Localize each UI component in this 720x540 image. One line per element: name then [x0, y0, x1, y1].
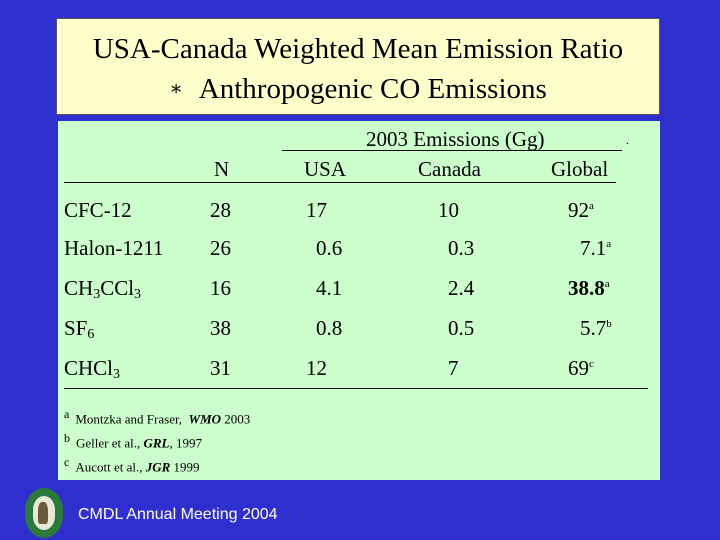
canada-value: 7	[448, 356, 459, 380]
canada-value: 0.5	[448, 316, 475, 340]
global-value: 69c	[568, 356, 594, 380]
column-header-n: N	[214, 157, 230, 181]
page-title: USA-Canada Weighted Mean Emission Ratio	[92, 33, 624, 65]
usa-value: 0.6	[316, 236, 343, 260]
bird-icon	[38, 502, 48, 524]
emissions-table: 2003 Emissions (Gg) . N USA Canada Globa…	[58, 121, 660, 480]
n-value: 28	[210, 198, 231, 222]
header-rule	[64, 182, 616, 183]
compound-name: Halon-1211	[64, 236, 164, 260]
canada-value: 2.4	[448, 276, 475, 300]
compound-name: SF6	[64, 316, 95, 342]
footnote: a Montzka and Fraser, WMO 2003	[64, 407, 251, 427]
tick-mark: .	[626, 133, 629, 147]
global-value: 92a	[568, 198, 594, 222]
subtitle-text: Anthropogenic CO Emissions	[198, 73, 547, 105]
compound-name: CHCl3	[64, 356, 121, 382]
footnote-ref: a	[589, 200, 594, 212]
footnote-ref: a	[604, 278, 610, 290]
n-value: 26	[210, 236, 231, 260]
group-header: 2003 Emissions (Gg)	[366, 127, 545, 151]
n-value: 31	[210, 356, 231, 380]
group-header-rule	[282, 150, 622, 151]
usa-value: 4.1	[316, 276, 343, 300]
usa-value: 17	[306, 198, 327, 222]
bottom-rule	[64, 388, 648, 389]
footnote: b Geller et al., GRL, 1997	[64, 431, 202, 451]
column-header-global: Global	[551, 157, 609, 181]
footnote: c Aucott et al., JGR 1999	[64, 455, 200, 475]
usa-value: 12	[306, 356, 327, 380]
footnote-ref: a	[606, 238, 612, 250]
usa-value: 0.8	[316, 316, 343, 340]
compound-name: CFC-12	[64, 198, 132, 222]
canada-value: 0.3	[448, 236, 475, 260]
noaa-cmdl-logo-icon	[25, 488, 63, 538]
footnote-ref: b	[606, 318, 612, 330]
canada-value: 10	[438, 198, 459, 222]
footer-text: CMDL Annual Meeting 2004	[78, 506, 278, 523]
footnote-ref: c	[589, 358, 594, 370]
n-value: 16	[210, 276, 231, 300]
column-header-canada: Canada	[418, 157, 481, 181]
column-header-usa: USA	[304, 157, 347, 181]
asterisk-bullet-icon: ∗	[169, 78, 183, 100]
global-value: 5.7b	[580, 316, 612, 340]
title-box: USA-Canada Weighted Mean Emission Ratio …	[56, 18, 660, 115]
n-value: 38	[210, 316, 231, 340]
global-value: 7.1a	[580, 236, 612, 260]
global-value: 38.8a	[568, 276, 610, 300]
compound-name: CH3CCl3	[64, 276, 142, 302]
page-subtitle: ∗ Anthropogenic CO Emissions	[57, 73, 659, 106]
